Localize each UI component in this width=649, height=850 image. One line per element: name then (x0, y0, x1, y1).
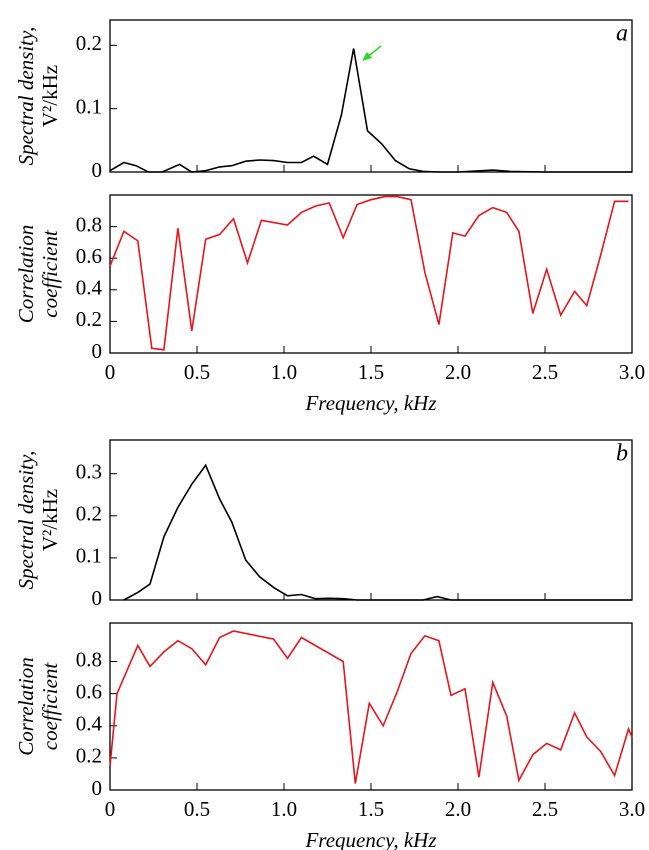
y-tick-label: 0 (92, 586, 103, 610)
data-line (123, 463, 632, 601)
y-axis-label: V²/kHz (38, 65, 62, 127)
x-tick-label: 1.5 (358, 797, 384, 821)
y-tick-label: 0.8 (76, 647, 102, 671)
x-tick-label: 0 (105, 797, 116, 821)
plot-frame (109, 19, 633, 173)
y-tick-label: 0.2 (76, 31, 102, 55)
y-tick-label: 0.6 (76, 244, 102, 268)
y-tick-label: 0.4 (76, 712, 103, 736)
y-axis-label: Correlation (14, 657, 38, 755)
data-line (109, 195, 629, 351)
y-axis-label: coefficient (38, 662, 62, 751)
data-line (109, 48, 632, 173)
x-tick-label: 0.5 (184, 797, 210, 821)
y-tick-label: 0.1 (76, 544, 102, 568)
y-tick-label: 0.3 (76, 459, 102, 483)
x-tick-label: 2.0 (445, 360, 471, 384)
x-tick-label: 1.0 (271, 360, 297, 384)
plot-frame (109, 439, 633, 601)
y-tick-label: 0.1 (76, 94, 102, 118)
y-tick-label: 0.2 (76, 307, 102, 331)
y-tick-label: 0.2 (76, 744, 102, 768)
x-tick-label: 2.0 (445, 797, 471, 821)
y-axis-label: coefficient (38, 229, 62, 318)
x-tick-label: 2.5 (532, 360, 558, 384)
y-axis-label: Spectral density, (14, 451, 38, 590)
data-line (109, 630, 633, 784)
x-tick-label: 3.0 (619, 360, 645, 384)
x-axis-label: Frequency, kHz (304, 391, 436, 415)
y-tick-label: 0 (92, 776, 103, 800)
y-tick-label: 0 (92, 158, 103, 182)
y-axis-label: Spectral density, (14, 27, 38, 166)
x-tick-label: 1.5 (358, 360, 384, 384)
panel-label: a (616, 21, 628, 47)
y-tick-label: 0.8 (76, 212, 102, 236)
y-axis-label: Correlation (14, 225, 38, 323)
x-tick-label: 1.0 (271, 797, 297, 821)
y-tick-label: 0 (92, 339, 103, 363)
x-tick-label: 0 (105, 360, 116, 384)
y-axis-label: V²/kHz (38, 489, 62, 551)
panel-label: b (616, 441, 628, 467)
y-tick-label: 0.6 (76, 679, 102, 703)
x-tick-label: 2.5 (532, 797, 558, 821)
y-tick-label: 0.4 (76, 276, 103, 300)
x-tick-label: 3.0 (619, 797, 645, 821)
peak-arrow (362, 45, 382, 61)
x-tick-label: 0.5 (184, 360, 210, 384)
plot-frame (109, 194, 633, 354)
y-tick-label: 0.2 (76, 502, 102, 526)
x-axis-label: Frequency, kHz (304, 828, 436, 850)
